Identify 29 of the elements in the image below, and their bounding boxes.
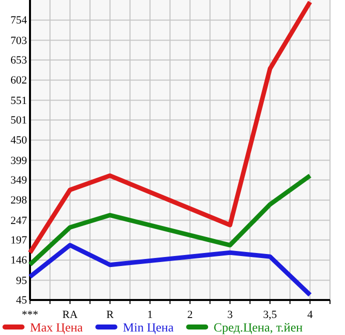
y-tick-label: 349 [10,174,28,187]
y-tick-label: 653 [10,54,28,67]
x-tick-label: R [106,308,114,321]
line-series [28,173,312,267]
y-tick-label: 197 [10,234,28,247]
y-tick-label: 703 [10,34,28,47]
x-tick-label: 2 [187,308,193,321]
y-tick-label: 501 [10,114,27,127]
y-tick-label: 399 [10,154,28,167]
x-tick-label: 1 [147,308,153,321]
legend-label: Max Цена [30,320,84,334]
x-tick-label: *** [22,308,38,321]
x-tick-label: RA [62,308,78,321]
line-series [28,0,312,255]
y-tick-label: 551 [10,94,27,107]
y-tick-label: 146 [10,254,28,267]
y-tick-label: 45 [16,294,28,307]
y-tick-label: 602 [10,74,27,87]
legend-label: Сред.Цена, т.йен [214,320,304,334]
y-tick-label: 95 [16,274,28,287]
x-tick-label: 3 [227,308,234,321]
x-tick-label: 3,5 [263,308,278,321]
y-tick-label: 754 [10,14,28,27]
y-tick-label: 247 [10,214,28,227]
x-tick-label: 4 [307,308,314,321]
line-series [28,242,312,298]
y-tick-label: 298 [10,194,28,207]
legend-label: Min Цена [122,320,174,334]
y-tick-label: 450 [10,134,28,147]
